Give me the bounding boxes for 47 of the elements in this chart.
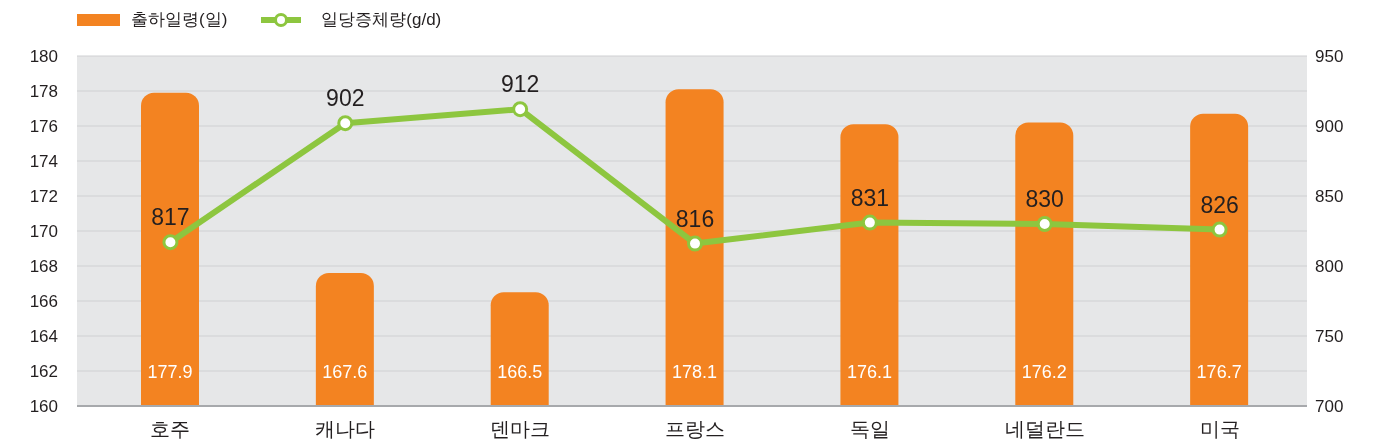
y-tick-label: 164 [29, 327, 58, 347]
x-tick-label: 호주 [150, 418, 191, 441]
data-label: 826 [1200, 191, 1239, 218]
y-tick-label: 166 [29, 292, 58, 312]
y2-tick-label: 800 [1315, 257, 1344, 277]
x-tick-label: 독일 [849, 418, 890, 441]
data-label: 176.1 [846, 362, 892, 382]
x-tick-label: 캐나다 [315, 418, 376, 441]
data-label: 831 [850, 184, 890, 211]
y-tick-label: 162 [29, 362, 58, 382]
x-tick-label: 미국 [1199, 418, 1240, 441]
data-label: 177.9 [147, 362, 193, 382]
x-tick-label: 네덜란드 [1004, 418, 1085, 441]
y-tick-label: 168 [29, 257, 58, 277]
y-tick-label: 170 [29, 222, 58, 242]
y-tick-label: 172 [29, 187, 58, 207]
point [512, 101, 529, 118]
point [687, 235, 703, 252]
data-label: 176.7 [1196, 362, 1242, 382]
y2-tick-label: 900 [1315, 117, 1344, 137]
legend-label: 출하일령(일) [131, 9, 228, 31]
data-label: 830 [1025, 186, 1064, 212]
y-tick-label: 176 [29, 117, 58, 137]
y-tick-label: 178 [29, 82, 58, 102]
y2-tick-label: 700 [1315, 397, 1344, 417]
data-label: 902 [326, 85, 365, 112]
y-tick-label: 180 [29, 47, 58, 67]
point [1036, 216, 1053, 232]
x-tick-label: 프랑스 [665, 418, 725, 441]
y2-tick-label: 850 [1315, 187, 1344, 207]
point [861, 214, 878, 231]
data-label: 912 [500, 71, 540, 98]
data-label: 166.5 [497, 362, 543, 382]
y-tick-label: 174 [29, 152, 58, 172]
data-label: 176.2 [1021, 362, 1067, 382]
legend-label: 일당증체량(g/d) [321, 9, 442, 31]
y2-tick-label: 950 [1315, 47, 1344, 67]
point [1211, 221, 1228, 238]
data-label: 178.1 [672, 362, 718, 382]
data-label: 817 [151, 204, 190, 231]
data-label: 816 [675, 205, 715, 232]
data-label: 167.6 [322, 362, 368, 382]
point [337, 115, 354, 132]
y2-tick-label: 750 [1315, 327, 1344, 347]
y-tick-label: 160 [29, 397, 58, 417]
x-tick-label: 덴마크 [490, 418, 551, 441]
point [162, 234, 179, 251]
